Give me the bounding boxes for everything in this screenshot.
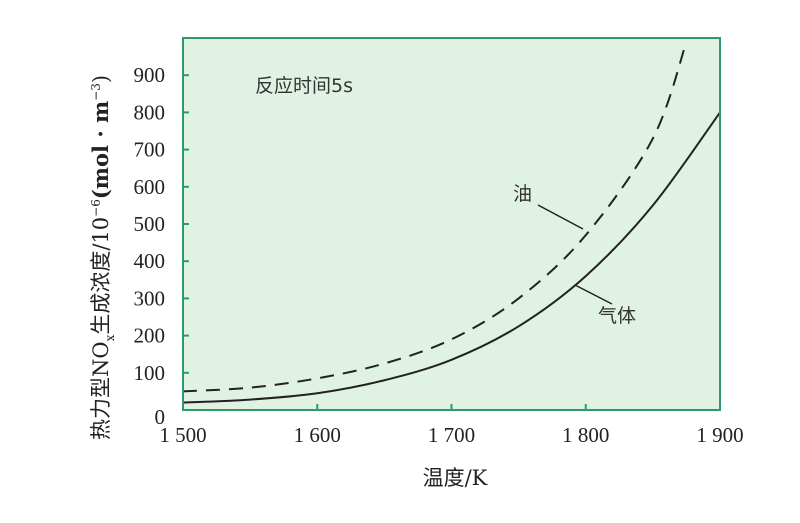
- x-tick-label: 1 800: [562, 423, 609, 447]
- x-axis-title: 温度/K: [423, 466, 488, 490]
- y-tick-label: 100: [134, 361, 166, 385]
- y-tick-label: 500: [134, 212, 166, 236]
- x-tick-label: 1 900: [696, 423, 743, 447]
- plot-frame: [182, 37, 721, 411]
- series-line-oil: [182, 41, 688, 393]
- y-tick-label: 300: [134, 286, 166, 310]
- series-label-gas: 气体: [598, 305, 636, 327]
- x-tick-label: 1 700: [428, 423, 475, 447]
- y-tick-label: 900: [134, 63, 166, 87]
- y-tick-label: 600: [134, 175, 166, 199]
- y-axis-title: 热力型NOx生成浓度/10−6(mol · m−3): [88, 75, 117, 440]
- y-tick-label: 400: [134, 249, 166, 273]
- y-tick-label: 700: [134, 138, 166, 162]
- annotation-reaction-time: 反应时间5s: [255, 75, 353, 97]
- plot-area: [183, 38, 720, 410]
- y-tick-label: 200: [134, 324, 166, 348]
- x-tick-label: 1 600: [294, 423, 341, 447]
- y-tick-label: 0: [155, 405, 166, 429]
- leader-line-gas: [574, 284, 613, 305]
- series-label-oil: 油: [513, 183, 532, 205]
- y-tick-label: 800: [134, 100, 166, 124]
- x-tick-label: 1 500: [159, 423, 206, 447]
- leader-line-oil: [537, 204, 584, 230]
- series-line-gas: [182, 111, 721, 404]
